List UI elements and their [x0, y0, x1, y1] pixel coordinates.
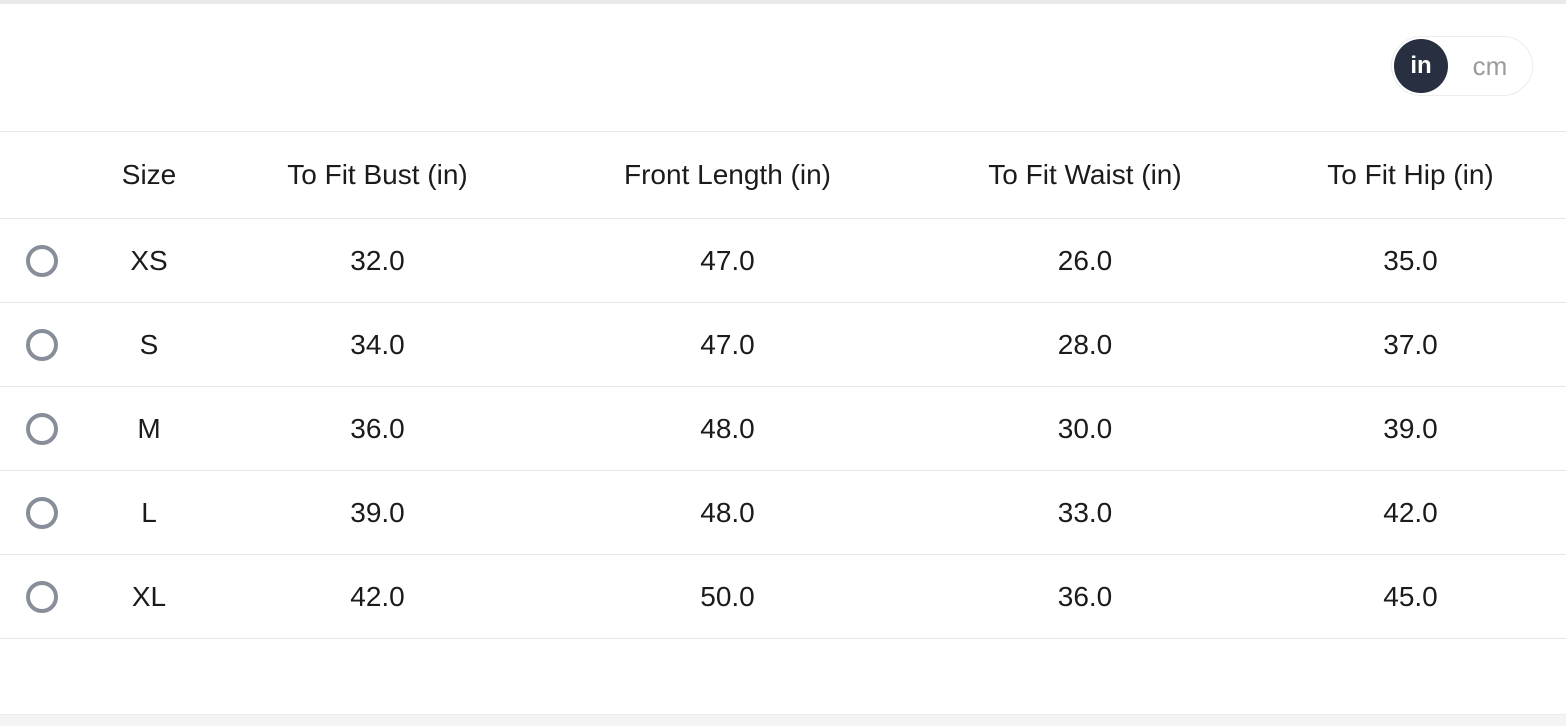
cell-size: XL — [131, 580, 167, 612]
cell-bust: 39.0 — [350, 496, 405, 528]
cell-hip: 45.0 — [1383, 580, 1438, 612]
column-header-hip: To Fit Hip (in) — [1327, 159, 1494, 190]
cell-waist: 36.0 — [1057, 580, 1113, 612]
table-row[interactable]: L 39.0 48.0 33.0 42.0 — [0, 471, 1566, 555]
cell-waist: 26.0 — [1057, 244, 1113, 276]
cell-bust: 32.0 — [350, 244, 405, 276]
cell-hip: 42.0 — [1383, 496, 1438, 528]
unit-option-cm[interactable]: cm — [1448, 53, 1532, 79]
radio-cell — [0, 555, 83, 639]
cell-front-length: 48.0 — [700, 496, 755, 528]
cell-hip: 39.0 — [1383, 412, 1438, 444]
column-header-front-length: Front Length (in) — [624, 159, 831, 190]
size-radio[interactable] — [25, 413, 58, 446]
cell-size: XS — [130, 244, 168, 276]
size-radio[interactable] — [25, 497, 58, 530]
cell-bust: 42.0 — [350, 580, 405, 612]
cell-size: M — [137, 412, 161, 444]
top-section-divider — [0, 0, 1566, 4]
column-header-size: Size — [121, 159, 177, 190]
cell-front-length: 47.0 — [700, 244, 755, 276]
cell-bust: 36.0 — [350, 412, 405, 444]
table-row[interactable]: S 34.0 47.0 28.0 37.0 — [0, 303, 1566, 387]
cell-hip: 37.0 — [1383, 328, 1438, 360]
size-chart-table: Size To Fit Bust (in) Front Length (in) … — [0, 131, 1566, 639]
cell-hip: 35.0 — [1383, 244, 1438, 276]
radio-cell — [0, 387, 83, 471]
unit-option-in[interactable]: in — [1394, 39, 1448, 93]
cell-front-length: 50.0 — [700, 580, 755, 612]
header-row: Size To Fit Bust (in) Front Length (in) … — [0, 131, 1566, 219]
table-row[interactable]: XL 42.0 50.0 36.0 45.0 — [0, 555, 1566, 639]
column-header-bust: To Fit Bust (in) — [287, 159, 468, 190]
bottom-section-edge — [0, 714, 1566, 726]
size-radio[interactable] — [25, 245, 58, 278]
size-radio[interactable] — [25, 329, 58, 362]
table-row[interactable]: M 36.0 48.0 30.0 39.0 — [0, 387, 1566, 471]
cell-bust: 34.0 — [350, 328, 405, 360]
cell-waist: 33.0 — [1057, 496, 1113, 528]
cell-waist: 30.0 — [1057, 412, 1113, 444]
cell-size: S — [139, 328, 159, 360]
cell-size: L — [141, 496, 157, 528]
radio-cell — [0, 471, 83, 555]
cell-front-length: 47.0 — [700, 328, 755, 360]
radio-cell — [0, 303, 83, 387]
unit-toggle[interactable]: in cm — [1391, 36, 1533, 96]
size-radio[interactable] — [25, 581, 58, 614]
table-row[interactable]: XS 32.0 47.0 26.0 35.0 — [0, 219, 1566, 303]
cell-front-length: 48.0 — [700, 412, 755, 444]
radio-cell — [0, 219, 83, 303]
radio-column-header — [0, 132, 83, 219]
column-header-waist: To Fit Waist (in) — [988, 159, 1182, 190]
cell-waist: 28.0 — [1057, 328, 1113, 360]
